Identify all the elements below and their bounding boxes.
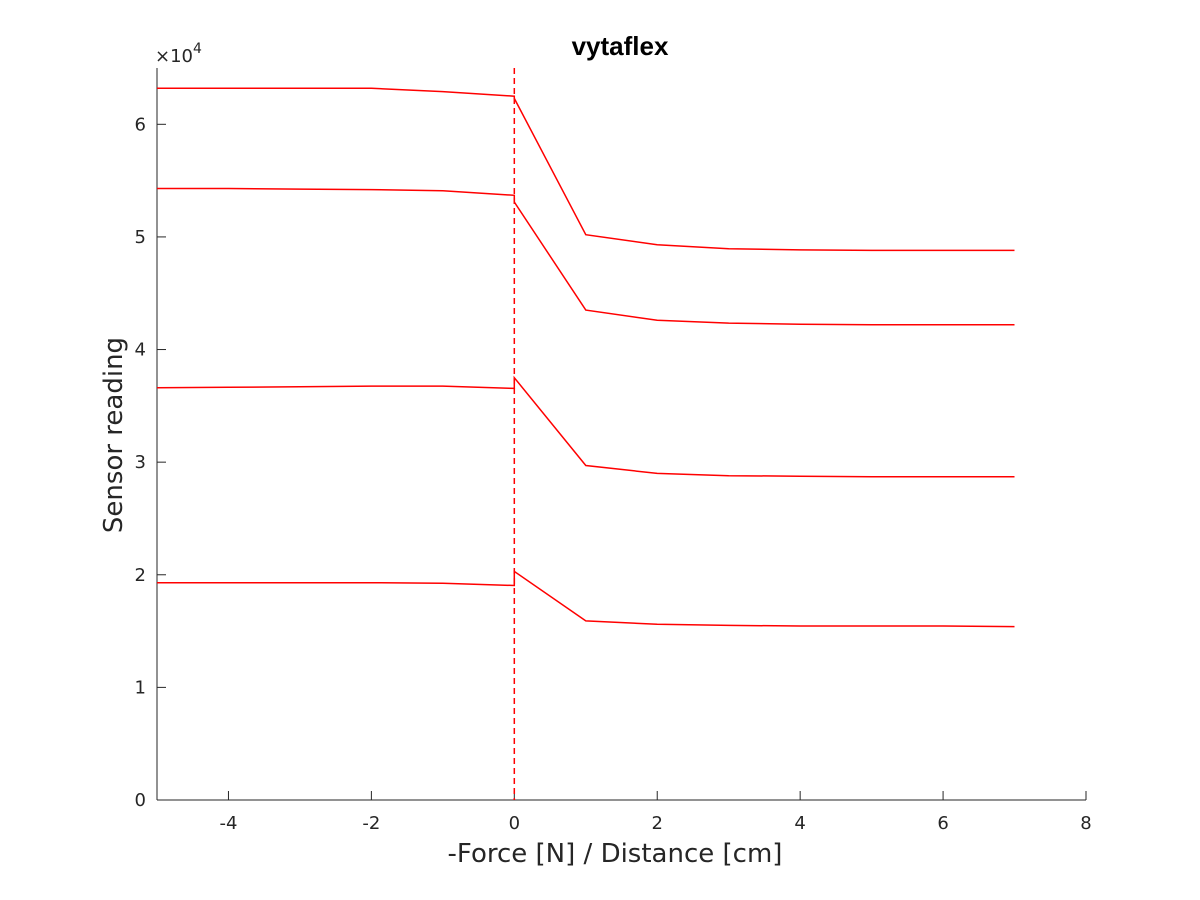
- y-tick-label: 2: [135, 565, 146, 586]
- x-tick-label: -2: [362, 813, 380, 834]
- x-tick-label: -4: [219, 813, 237, 834]
- x-tick-label: 2: [652, 813, 663, 834]
- y-multiplier: ×104: [155, 41, 202, 67]
- x-tick-label: 8: [1080, 813, 1091, 834]
- y-tick-label: 5: [135, 227, 146, 248]
- y-tick-label: 6: [135, 114, 146, 135]
- y-multiplier-exponent: 4: [193, 41, 202, 57]
- x-axis-label: -Force [N] / Distance [cm]: [448, 839, 783, 869]
- chart-title: vytaflex: [572, 31, 669, 61]
- y-axis-label: Sensor reading: [99, 337, 129, 533]
- y-tick-label: 3: [135, 452, 146, 473]
- x-tick-label: 6: [937, 813, 948, 834]
- y-tick-label: 1: [135, 677, 146, 698]
- x-tick-label: 0: [509, 813, 520, 834]
- x-tick-label: 4: [794, 813, 805, 834]
- series-line-2: [157, 187, 1015, 326]
- y-multiplier-base: ×10: [155, 46, 193, 67]
- plot-area: -4 -2 0 2 4 6 8 0 1 2 3 4 5 6: [135, 68, 1092, 834]
- y-tick-label: 0: [135, 790, 146, 811]
- y-tick-label: 4: [135, 340, 146, 361]
- series-line-4: [157, 569, 1015, 628]
- series-line-3: [156, 375, 1015, 478]
- series-line-1: [157, 87, 1015, 252]
